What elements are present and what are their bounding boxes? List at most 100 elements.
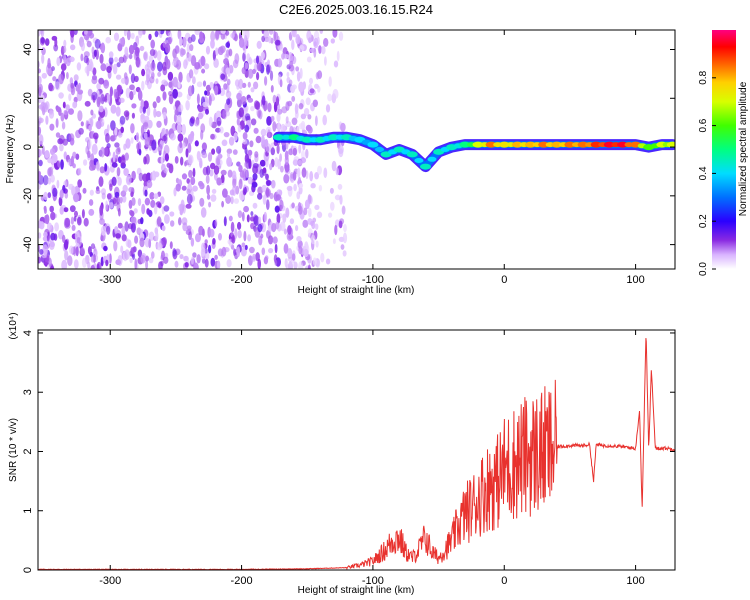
noise-speckle: [193, 262, 199, 269]
noise-speckle: [121, 234, 127, 242]
noise-speckle: [118, 97, 125, 104]
y-tick-label: -40: [22, 237, 34, 253]
spectrogram-y-ticks: -40 -20 0 20 40: [22, 43, 675, 253]
noise-speckle: [298, 205, 303, 215]
noise-speckle: [226, 259, 232, 268]
noise-speckle: [244, 34, 248, 46]
noise-speckle: [187, 143, 192, 153]
noise-speckle: [125, 111, 130, 121]
noise-speckle: [140, 254, 146, 264]
noise-speckle: [43, 191, 48, 201]
noise-speckle: [110, 104, 117, 114]
noise-speckle: [293, 183, 297, 192]
noise-speckle: [185, 148, 189, 158]
noise-speckle: [115, 91, 121, 99]
noise-speckle: [47, 157, 53, 164]
noise-speckle: [125, 238, 130, 248]
noise-speckle: [187, 133, 194, 143]
noise-speckle: [247, 81, 251, 88]
noise-layer: [38, 30, 348, 269]
noise-speckle: [144, 79, 150, 86]
noise-speckle: [196, 81, 203, 88]
noise-speckle: [140, 124, 145, 136]
noise-speckle: [156, 216, 162, 227]
noise-speckle: [88, 138, 92, 150]
noise-speckle: [85, 120, 89, 130]
noise-speckle: [286, 71, 290, 78]
noise-speckle: [48, 110, 55, 119]
noise-speckle: [98, 105, 104, 113]
noise-speckle: [208, 116, 213, 127]
noise-speckle: [167, 36, 172, 45]
noise-speckle: [54, 222, 59, 232]
noise-speckle: [229, 64, 234, 74]
noise-speckle: [60, 112, 65, 122]
noise-speckle: [145, 255, 149, 262]
noise-speckle: [149, 76, 155, 84]
noise-speckle: [48, 82, 53, 92]
noise-speckle: [135, 56, 141, 68]
noise-speckle: [75, 246, 79, 257]
noise-speckle: [151, 170, 157, 181]
noise-speckle: [162, 66, 168, 76]
noise-speckle: [122, 184, 128, 193]
noise-speckle: [131, 103, 137, 109]
noise-speckle: [342, 250, 347, 257]
noise-speckle: [177, 106, 182, 112]
noise-speckle: [38, 134, 44, 145]
noise-speckle: [333, 60, 339, 68]
noise-speckle: [176, 114, 182, 126]
noise-speckle: [41, 47, 46, 56]
noise-speckle: [73, 74, 79, 82]
colorbar-tick-label: 0.6: [698, 118, 709, 132]
noise-speckle: [281, 53, 285, 60]
noise-speckle: [214, 219, 218, 228]
noise-speckle: [287, 248, 293, 259]
noise-speckle: [45, 115, 49, 125]
noise-speckle: [237, 124, 242, 133]
noise-speckle: [310, 220, 314, 227]
noise-speckle: [128, 199, 133, 209]
noise-speckle: [337, 145, 344, 155]
noise-speckle: [93, 132, 99, 140]
noise-speckle: [81, 209, 85, 219]
noise-speckle: [216, 156, 221, 166]
noise-speckle: [200, 123, 206, 133]
x-tick-label: 100: [626, 274, 644, 286]
noise-speckle: [289, 79, 293, 86]
noise-speckle: [249, 140, 254, 148]
noise-speckle: [106, 225, 111, 235]
noise-speckle: [182, 37, 187, 48]
noise-speckle: [62, 234, 66, 243]
noise-speckle: [221, 139, 228, 147]
signal-point: [375, 147, 384, 152]
noise-speckle: [215, 110, 222, 120]
noise-speckle: [60, 63, 67, 71]
noise-speckle: [213, 165, 220, 175]
noise-speckle: [62, 101, 66, 109]
noise-speckle: [52, 76, 57, 82]
noise-speckle: [153, 193, 159, 200]
noise-speckle: [115, 147, 121, 155]
noise-speckle: [261, 135, 265, 146]
noise-speckle: [58, 92, 64, 99]
noise-speckle: [266, 180, 272, 186]
noise-speckle: [318, 45, 322, 54]
y-tick-label: 40: [22, 43, 34, 55]
noise-speckle: [300, 113, 307, 120]
noise-speckle: [91, 91, 98, 101]
noise-speckle: [47, 167, 52, 177]
noise-speckle: [94, 38, 101, 49]
noise-speckle: [227, 239, 231, 245]
noise-speckle: [83, 159, 88, 166]
noise-speckle: [146, 61, 151, 68]
noise-speckle: [108, 56, 114, 65]
noise-speckle: [301, 167, 307, 178]
noise-speckle: [274, 205, 280, 213]
noise-speckle: [276, 213, 281, 225]
noise-speckle: [162, 111, 167, 120]
noise-speckle: [308, 37, 312, 44]
noise-speckle: [276, 112, 281, 123]
noise-speckle: [240, 247, 247, 257]
noise-speckle: [210, 39, 215, 49]
